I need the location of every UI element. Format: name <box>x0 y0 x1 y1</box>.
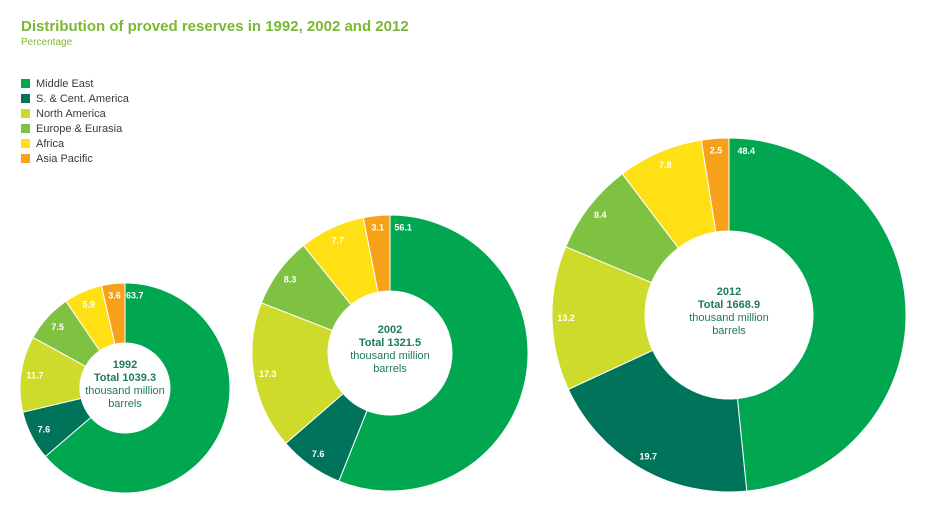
center-unit: barrels <box>712 325 746 337</box>
legend-item-north-america: North America <box>21 106 129 121</box>
legend-label: Asia Pacific <box>36 152 93 165</box>
data-label: 7.6 <box>38 424 51 434</box>
legend-item-s-cent-america: S. & Cent. America <box>21 91 129 106</box>
center-unit: barrels <box>373 363 407 375</box>
legend-label: Middle East <box>36 77 94 90</box>
data-label: 63.7 <box>126 291 144 301</box>
center-year: 1992 <box>113 359 137 371</box>
data-label: 48.4 <box>737 146 755 156</box>
data-label: 7.6 <box>312 449 325 459</box>
data-label: 7.5 <box>51 322 64 332</box>
data-label: 8.4 <box>594 210 607 220</box>
donut-hole <box>80 343 170 433</box>
legend-swatch <box>21 154 30 163</box>
data-label: 11.7 <box>26 371 43 381</box>
donut-hole <box>328 291 452 415</box>
center-year: 2012 <box>717 286 741 298</box>
legend-label: Europe & Eurasia <box>36 122 123 135</box>
center-unit: thousand million <box>350 350 430 362</box>
data-label: 3.1 <box>372 223 385 233</box>
center-unit: thousand million <box>689 312 769 324</box>
data-label: 7.8 <box>659 160 672 170</box>
legend-swatch <box>21 79 30 88</box>
data-label: 2.5 <box>710 146 723 156</box>
legend-swatch <box>21 139 30 148</box>
data-label: 3.6 <box>108 291 121 301</box>
data-label: 17.3 <box>259 369 277 379</box>
legend-label: North America <box>36 107 106 120</box>
data-label: 5.9 <box>82 300 95 310</box>
legend-item-africa: Africa <box>21 136 129 151</box>
center-total: Total 1039.3 <box>94 372 156 384</box>
data-label: 56.1 <box>394 223 412 233</box>
data-label: 19.7 <box>639 452 657 462</box>
chart-title: Distribution of proved reserves in 1992,… <box>21 18 409 35</box>
center-total: Total 1321.5 <box>359 337 421 349</box>
center-total: Total 1668.9 <box>698 299 760 311</box>
data-label: 7.7 <box>331 236 344 246</box>
legend: Middle East S. & Cent. America North Ame… <box>21 76 129 166</box>
legend-swatch <box>21 94 30 103</box>
data-label: 13.2 <box>557 313 575 323</box>
legend-swatch <box>21 109 30 118</box>
legend-item-middle-east: Middle East <box>21 76 129 91</box>
legend-item-asia-pacific: Asia Pacific <box>21 151 129 166</box>
legend-label: Africa <box>36 137 65 150</box>
legend-swatch <box>21 124 30 133</box>
data-label: 8.3 <box>284 275 297 285</box>
center-unit: thousand million <box>85 385 165 397</box>
chart-subtitle: Percentage <box>21 37 73 48</box>
donut-hole <box>645 231 813 399</box>
legend-item-europe-eurasia: Europe & Eurasia <box>21 121 129 136</box>
legend-label: S. & Cent. America <box>36 92 129 105</box>
center-unit: barrels <box>108 398 142 410</box>
center-year: 2002 <box>378 324 402 336</box>
